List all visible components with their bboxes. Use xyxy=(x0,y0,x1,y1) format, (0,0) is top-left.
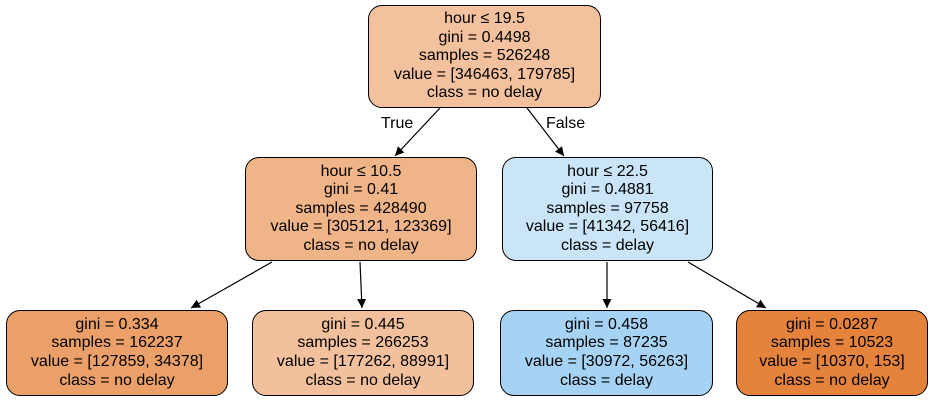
node-line: samples = 10523 xyxy=(770,334,894,352)
node-line: samples = 526248 xyxy=(418,47,551,65)
node-line: gini = 0.41 xyxy=(323,181,399,199)
tree-node-left: hour ≤ 10.5 gini = 0.41 samples = 428490… xyxy=(245,157,477,261)
node-line: class = no delay xyxy=(305,371,421,389)
edge-left-to-left-right xyxy=(357,261,367,309)
node-line: value = [41342, 56416] xyxy=(525,218,690,236)
tree-node-right: hour ≤ 22.5 gini = 0.4881 samples = 9775… xyxy=(502,157,713,261)
node-line: value = [127859, 34378] xyxy=(30,353,204,370)
node-line: class = no delay xyxy=(59,371,175,389)
node-line: gini = 0.458 xyxy=(564,315,649,333)
edge-left-to-left-left xyxy=(190,261,273,309)
node-line: value = [10370, 153] xyxy=(759,353,905,370)
node-line: value = [346463, 179785] xyxy=(393,65,576,83)
node-line: hour ≤ 10.5 xyxy=(320,162,402,180)
node-line: value = [177262, 88991] xyxy=(276,353,450,370)
node-line: value = [30972, 56263] xyxy=(524,353,689,370)
node-line: gini = 0.445 xyxy=(321,315,405,333)
node-line: samples = 162237 xyxy=(51,334,183,352)
edge-label-false: False xyxy=(546,115,586,132)
node-line: gini = 0.0287 xyxy=(785,315,879,333)
node-line: gini = 0.4881 xyxy=(561,181,654,199)
node-line: samples = 266253 xyxy=(297,334,429,352)
tree-node-root: hour ≤ 19.5 gini = 0.4498 samples = 5262… xyxy=(368,5,601,108)
tree-node-left-right: gini = 0.445 samples = 266253 value = [1… xyxy=(252,310,474,396)
node-line: class = no delay xyxy=(774,371,890,389)
node-line: samples = 87235 xyxy=(545,334,668,352)
tree-node-left-left: gini = 0.334 samples = 162237 value = [1… xyxy=(6,310,228,396)
node-line: gini = 0.334 xyxy=(75,315,159,333)
tree-node-right-right: gini = 0.0287 samples = 10523 value = [1… xyxy=(736,310,928,396)
node-line: hour ≤ 22.5 xyxy=(567,162,648,180)
node-line: gini = 0.4498 xyxy=(438,28,531,46)
node-line: value = [305121, 123369] xyxy=(270,218,452,236)
tree-node-right-left: gini = 0.458 samples = 87235 value = [30… xyxy=(500,310,713,396)
node-line: class = delay xyxy=(560,371,653,389)
node-line: class = delay xyxy=(561,236,654,254)
node-line: class = no delay xyxy=(426,84,543,102)
node-line: class = no delay xyxy=(303,236,419,254)
edge-root-to-right xyxy=(526,107,565,157)
edge-root-to-left xyxy=(394,107,441,157)
edge-right-to-right-right xyxy=(687,261,767,309)
node-line: samples = 97758 xyxy=(546,199,669,217)
node-line: hour ≤ 19.5 xyxy=(444,10,525,28)
node-line: samples = 428490 xyxy=(295,199,427,217)
edge-label-true: True xyxy=(381,115,414,132)
